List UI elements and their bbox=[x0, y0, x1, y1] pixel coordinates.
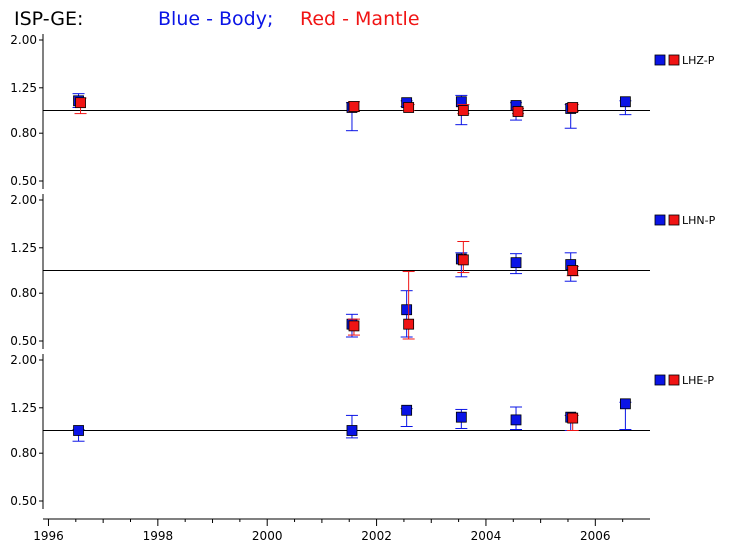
x-axis: 1996 1998 2000 2002 2004 2006 bbox=[33, 518, 650, 543]
y-tick-label: 2.00 bbox=[10, 353, 37, 367]
y-tick-label: 2.00 bbox=[10, 193, 37, 207]
legend-label: LHZ-P bbox=[682, 54, 715, 67]
y-tick-label: 0.80 bbox=[10, 286, 37, 300]
x-tick-label: 1998 bbox=[143, 529, 174, 543]
body-marker bbox=[401, 304, 413, 316]
body-marker bbox=[510, 414, 522, 426]
legend-mantle-swatch bbox=[668, 214, 680, 226]
mantle-marker bbox=[403, 318, 415, 330]
legend-mantle-swatch bbox=[668, 54, 680, 66]
mantle-marker bbox=[75, 97, 86, 109]
legend-mantle-swatch bbox=[668, 374, 680, 386]
mantle-marker bbox=[567, 102, 579, 113]
y-tick-label: 0.50 bbox=[10, 494, 37, 508]
y-tick-label: 1.25 bbox=[10, 241, 37, 255]
chart-panels: 2.00 1.25 0.80 0.50 LHZ-P 2.00 1.25 0.80 0.50 LHN… bbox=[10, 33, 716, 509]
x-tick-label: 2002 bbox=[361, 529, 392, 543]
panel-lhn-p: 2.00 1.25 0.80 0.50 LHN-P bbox=[10, 193, 716, 349]
x-tick-label: 1996 bbox=[33, 529, 64, 543]
y-tick-label: 0.50 bbox=[10, 334, 37, 348]
panel-lhz-p: 2.00 1.25 0.80 0.50 LHZ-P bbox=[10, 33, 715, 189]
legend-label: LHN-P bbox=[682, 214, 716, 227]
body-marker bbox=[455, 411, 467, 423]
blue-body-label: Blue - Body; bbox=[158, 8, 273, 30]
legend-body-swatch bbox=[654, 54, 666, 66]
mantle-marker bbox=[457, 254, 469, 266]
red-mantle-label: Red - Mantle bbox=[300, 8, 420, 30]
mantle-marker bbox=[567, 412, 579, 424]
y-tick-label: 1.25 bbox=[10, 401, 37, 415]
x-tick-label: 2006 bbox=[580, 529, 611, 543]
body-marker bbox=[510, 257, 522, 269]
body-marker bbox=[401, 404, 413, 416]
x-tick-label: 2000 bbox=[252, 529, 283, 543]
y-tick-label: 0.50 bbox=[10, 174, 37, 188]
x-tick-label: 2004 bbox=[471, 529, 502, 543]
y-tick-label: 2.00 bbox=[10, 33, 37, 47]
mantle-marker bbox=[403, 102, 415, 113]
station-title: ISP-GE: bbox=[14, 8, 83, 30]
y-tick-label: 0.80 bbox=[10, 126, 37, 140]
mantle-marker bbox=[567, 265, 579, 276]
body-marker bbox=[346, 425, 358, 436]
y-tick-label: 0.80 bbox=[10, 446, 37, 460]
legend-body-swatch bbox=[654, 374, 666, 386]
mantle-marker bbox=[348, 320, 360, 332]
mantle-marker bbox=[512, 106, 524, 117]
body-marker bbox=[619, 96, 631, 108]
body-marker bbox=[73, 425, 84, 436]
y-tick-label: 1.25 bbox=[10, 81, 37, 95]
panel-lhe-p: 2.00 1.25 0.80 0.50 LHE-P bbox=[10, 353, 714, 509]
legend-body-swatch bbox=[654, 214, 666, 226]
mantle-marker bbox=[348, 101, 360, 112]
legend-label: LHE-P bbox=[682, 374, 714, 387]
body-marker bbox=[619, 398, 631, 410]
mantle-marker bbox=[457, 105, 469, 116]
